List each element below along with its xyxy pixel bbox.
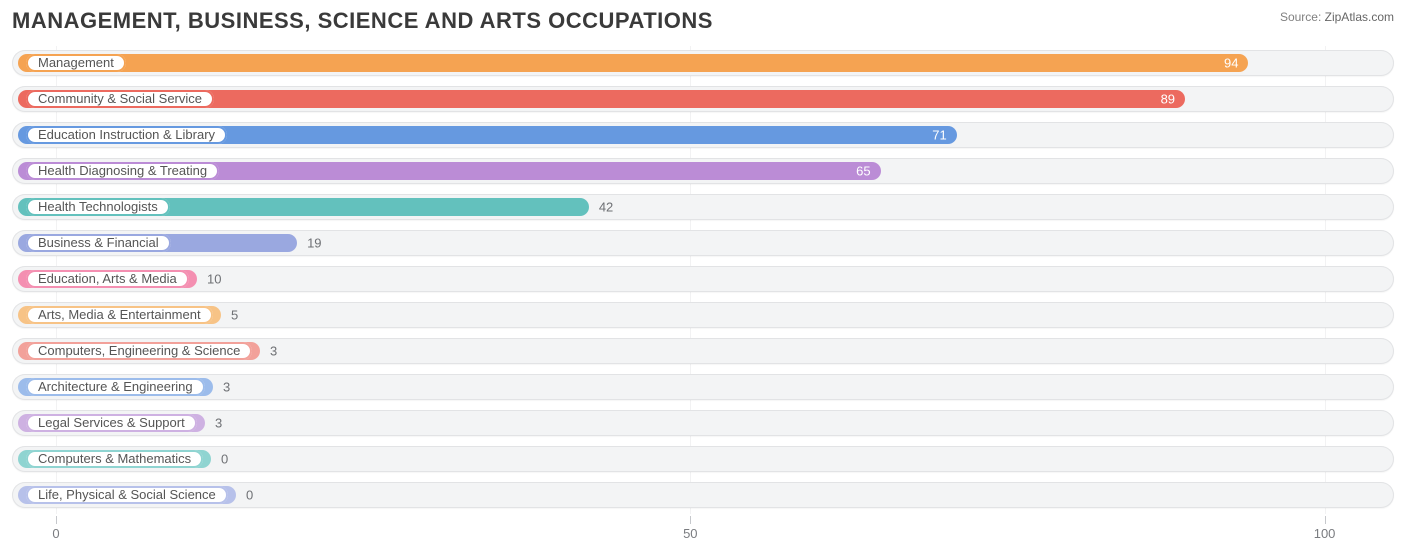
x-tick-label: 100	[1314, 526, 1336, 541]
chart-title: MANAGEMENT, BUSINESS, SCIENCE AND ARTS O…	[12, 8, 713, 34]
bar-row: Architecture & Engineering 3	[12, 370, 1394, 404]
category-pill: Computers & Mathematics	[26, 450, 203, 468]
category-pill: Computers, Engineering & Science	[26, 342, 252, 360]
x-tick-label: 0	[52, 526, 59, 541]
source-attribution: Source: ZipAtlas.com	[1280, 8, 1394, 24]
bar-row: Health Technologists 42	[12, 190, 1394, 224]
category-pill: Health Diagnosing & Treating	[26, 162, 219, 180]
bar	[18, 54, 1248, 72]
bar-row: Life, Physical & Social Science 0	[12, 478, 1394, 512]
x-tick	[1325, 516, 1326, 524]
category-pill: Management	[26, 54, 126, 72]
x-axis: 0 50 100	[12, 516, 1394, 546]
value-label: 89	[1161, 92, 1175, 107]
source-label: Source:	[1280, 10, 1321, 24]
value-label: 0	[246, 488, 253, 503]
bar-row: Computers, Engineering & Science 3	[12, 334, 1394, 368]
value-label: 3	[223, 380, 230, 395]
value-label: 0	[221, 452, 228, 467]
category-pill: Education, Arts & Media	[26, 270, 189, 288]
value-label: 3	[270, 344, 277, 359]
bar-row: Education Instruction & Library 71	[12, 118, 1394, 152]
bar-row: Legal Services & Support 3	[12, 406, 1394, 440]
x-tick	[690, 516, 691, 524]
header: MANAGEMENT, BUSINESS, SCIENCE AND ARTS O…	[12, 8, 1394, 34]
category-pill: Community & Social Service	[26, 90, 214, 108]
category-pill: Legal Services & Support	[26, 414, 197, 432]
bar-row: Community & Social Service 89	[12, 82, 1394, 116]
x-tick	[56, 516, 57, 524]
bar-row: Business & Financial 19	[12, 226, 1394, 260]
value-label: 94	[1224, 56, 1238, 71]
bar-row: Education, Arts & Media 10	[12, 262, 1394, 296]
bar-row: Health Diagnosing & Treating 65	[12, 154, 1394, 188]
bar-track	[12, 446, 1394, 472]
bar-row: Arts, Media & Entertainment 5	[12, 298, 1394, 332]
bar-row: Computers & Mathematics 0	[12, 442, 1394, 476]
value-label: 71	[932, 128, 946, 143]
x-tick-label: 50	[683, 526, 697, 541]
source-value: ZipAtlas.com	[1325, 10, 1394, 24]
bar-row: Management 94	[12, 46, 1394, 80]
bar-track	[12, 374, 1394, 400]
chart-container: MANAGEMENT, BUSINESS, SCIENCE AND ARTS O…	[0, 0, 1406, 558]
value-label: 3	[215, 416, 222, 431]
value-label: 10	[207, 272, 221, 287]
category-pill: Arts, Media & Entertainment	[26, 306, 213, 324]
value-label: 19	[307, 236, 321, 251]
value-label: 42	[599, 200, 613, 215]
category-pill: Life, Physical & Social Science	[26, 486, 228, 504]
value-label: 5	[231, 308, 238, 323]
bars-area: Management 94 Community & Social Service 89…	[12, 46, 1394, 512]
category-pill: Health Technologists	[26, 198, 170, 216]
category-pill: Business & Financial	[26, 234, 171, 252]
category-pill: Education Instruction & Library	[26, 126, 227, 144]
value-label: 65	[856, 164, 870, 179]
category-pill: Architecture & Engineering	[26, 378, 205, 396]
